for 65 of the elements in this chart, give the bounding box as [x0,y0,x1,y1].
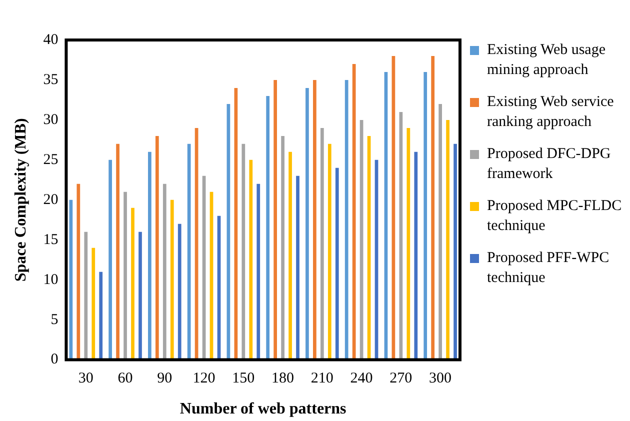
bar [266,96,270,360]
bar [76,184,80,360]
bar [328,144,332,360]
bar [84,232,88,360]
y-tick-label: 5 [50,312,58,328]
bar [178,224,182,360]
legend-label: Existing Web service ranking approach [487,93,615,132]
bar [313,80,316,360]
y-axis-title: Space Complexity (MB) [12,118,30,282]
bar [108,160,112,360]
legend-label: Proposed MPC-FLDC technique [487,197,623,236]
x-tick-label: 270 [390,370,412,387]
bar [320,128,324,360]
y-tick-label: 15 [43,232,58,248]
bar [131,208,134,360]
bar [155,136,159,360]
bar [148,152,152,360]
bar [288,152,292,360]
bar [138,232,142,360]
y-tick-label: 30 [43,112,58,128]
x-tick-label: 90 [157,370,172,387]
bar [446,120,450,360]
bar [424,72,428,360]
bar [69,200,73,360]
bar [124,192,127,360]
bar [274,80,277,360]
x-tick-label: 210 [310,370,334,387]
x-axis-title: Number of web patterns [180,400,346,418]
bar [170,200,174,360]
bar [454,144,457,360]
bar [162,184,166,360]
x-tick-label: 240 [350,370,373,387]
bar [344,80,348,360]
bar [406,128,410,360]
bar [256,184,260,360]
bar [249,160,253,360]
bar [234,88,238,360]
legend-label: Proposed PFF-WPC technique [487,249,610,288]
x-tick-label: 120 [192,370,216,387]
y-tick-label: 25 [43,152,58,168]
bar [306,88,309,360]
bar [116,144,120,360]
x-tick-label: 150 [232,370,255,387]
x-tick-label: 60 [118,370,133,387]
bar [399,112,403,360]
bar [296,176,300,360]
bar [242,144,246,360]
bar [92,248,96,360]
bar [99,272,103,360]
x-tick-label: 300 [429,370,452,387]
bar [335,168,339,360]
bar [414,152,418,360]
bar [438,104,442,360]
legend-label: Existing Web usage mining approach [487,41,606,80]
y-tick-label: 10 [43,272,58,288]
bar [281,136,284,360]
x-tick-label: 180 [272,370,294,387]
legend-label: Proposed DFC-DPG framework [487,145,612,184]
bar [352,64,356,360]
x-tick-label: 30 [78,370,94,387]
y-tick-label: 35 [43,72,58,88]
y-tick-label: 40 [43,32,58,48]
y-tick-label: 20 [43,192,58,208]
bar [431,56,435,360]
y-tick-label: 0 [50,352,58,368]
